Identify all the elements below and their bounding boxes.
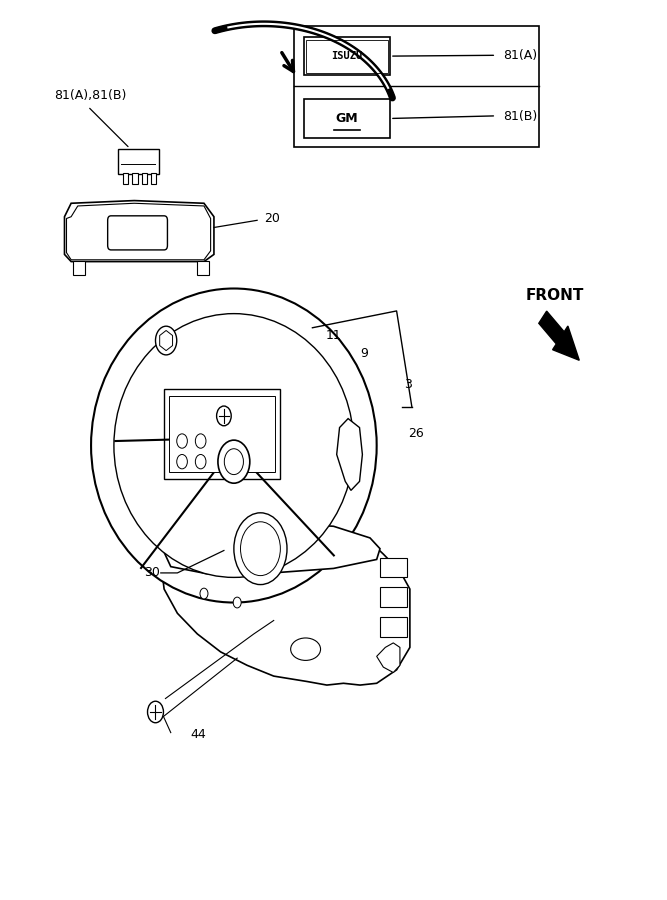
Circle shape [224,449,243,474]
Circle shape [217,406,231,426]
Bar [117,148,159,174]
Circle shape [241,522,280,576]
Text: 20: 20 [263,212,279,225]
Bar [73,261,85,275]
Polygon shape [161,526,410,685]
Bar [151,173,156,184]
Text: 5: 5 [191,320,199,333]
Text: 44: 44 [191,728,207,741]
Circle shape [233,597,241,608]
Bar [123,173,128,184]
Bar [169,396,275,472]
Bar [141,173,147,184]
Bar [197,261,209,275]
Text: ISUZU: ISUZU [331,51,362,61]
Bar [132,173,137,184]
Text: 3: 3 [405,378,412,391]
Polygon shape [159,330,173,351]
Bar [293,25,540,147]
Polygon shape [377,643,400,672]
Text: 11: 11 [325,328,342,342]
Bar [164,389,280,479]
Bar [380,558,407,578]
Bar [305,40,388,73]
Text: 26: 26 [408,428,424,440]
Circle shape [147,701,163,723]
FancyArrow shape [539,311,579,360]
Circle shape [218,440,250,483]
Bar [380,588,407,607]
Ellipse shape [91,289,377,602]
Circle shape [155,326,177,355]
Bar [380,616,407,636]
Text: 30: 30 [143,566,159,580]
Circle shape [195,434,206,448]
Circle shape [177,434,187,448]
Text: GM: GM [336,112,358,125]
Circle shape [234,513,287,585]
FancyBboxPatch shape [107,216,167,250]
Polygon shape [164,522,380,574]
Polygon shape [67,203,211,260]
Text: 81(A),81(B): 81(A),81(B) [55,89,127,102]
Polygon shape [337,418,362,490]
Ellipse shape [291,638,321,661]
Text: 9: 9 [360,347,368,361]
Polygon shape [65,201,214,262]
Circle shape [195,454,206,469]
Bar [303,37,390,76]
Text: FRONT: FRONT [526,288,584,303]
Circle shape [200,589,208,598]
Text: 81(A): 81(A) [503,50,537,62]
Ellipse shape [114,313,354,578]
Bar [303,99,390,138]
Text: 81(B): 81(B) [503,110,537,123]
Circle shape [177,454,187,469]
